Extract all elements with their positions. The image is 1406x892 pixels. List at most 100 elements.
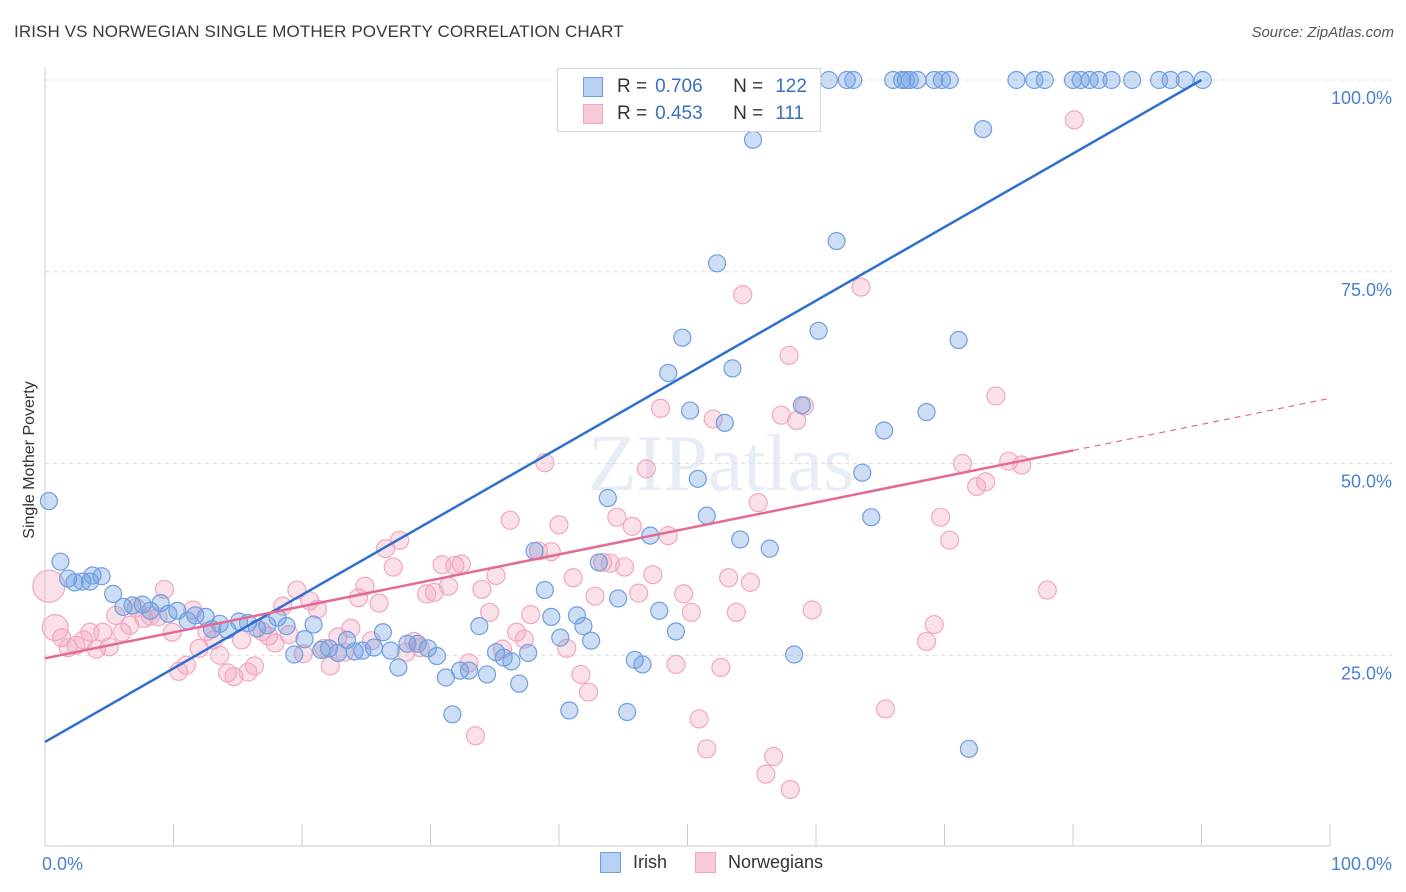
irish-swatch: [583, 77, 603, 97]
irish-point: [743, 130, 763, 149]
irish-point: [470, 617, 489, 636]
norwegians-point: [424, 582, 444, 602]
irish-point: [560, 701, 579, 720]
norwegians-point: [689, 709, 709, 729]
irish-point: [862, 508, 881, 527]
irish-point: [345, 642, 364, 661]
norwegians-point: [506, 622, 527, 642]
norwegians-point: [779, 345, 799, 365]
norwegians-point: [733, 285, 753, 305]
norwegians-point: [265, 633, 285, 653]
irish-point: [319, 639, 339, 658]
irish-point: [285, 645, 304, 664]
irish-point: [567, 606, 587, 625]
norwegians-point: [703, 409, 723, 429]
irish-point: [65, 573, 84, 592]
irish-point: [1035, 70, 1054, 90]
chart-title: IRISH VS NORWEGIAN SINGLE MOTHER POVERTY…: [14, 22, 624, 41]
n-label: N =: [733, 103, 764, 124]
norwegians-point: [232, 630, 252, 650]
irish-point: [1025, 70, 1044, 90]
irish-point: [1161, 70, 1180, 90]
irish-point: [1102, 70, 1121, 90]
norwegians-point: [472, 579, 492, 599]
irish-point: [381, 641, 400, 660]
norwegians-point: [763, 746, 784, 767]
irish-point: [731, 530, 750, 549]
norwegians-point: [924, 614, 944, 635]
irish-point: [837, 70, 856, 90]
irish-point: [650, 601, 669, 620]
norwegians-point: [585, 586, 605, 606]
norwegians-point: [643, 565, 663, 585]
irish-point: [715, 413, 734, 432]
x-tick-label: 100.0%: [1331, 854, 1392, 874]
norwegians-point: [514, 629, 534, 649]
irish-point: [589, 553, 608, 572]
norwegians-point: [521, 604, 541, 625]
irish-point: [666, 622, 686, 641]
irish-point: [1089, 70, 1108, 90]
irish-point: [1007, 70, 1026, 90]
irish-point: [892, 70, 912, 90]
norwegians-point: [636, 459, 656, 479]
irish-point: [258, 616, 277, 635]
irish-points: [39, 70, 1212, 758]
irish-point: [819, 70, 838, 90]
irish-point: [707, 254, 727, 273]
irish-point: [51, 552, 70, 571]
irish-point: [510, 674, 529, 693]
irish-point: [844, 70, 863, 90]
n-value-irish: 122: [775, 76, 807, 97]
irish-point: [104, 584, 123, 603]
norwegians-point: [986, 386, 1006, 406]
norwegians-point: [719, 568, 739, 588]
norwegians-point: [500, 510, 520, 530]
irish-point: [519, 643, 538, 663]
irish-point: [114, 597, 133, 617]
norwegians-point: [931, 507, 951, 527]
norwegians-point: [614, 557, 635, 577]
legend-item-irish[interactable]: Irish: [600, 852, 667, 873]
source-label: Source: ZipAtlas.com: [1251, 24, 1394, 41]
irish-point: [785, 645, 804, 664]
irish-point: [940, 70, 959, 90]
trend-lines: [44, 78, 1331, 744]
norwegians-trend-line: [44, 449, 1074, 660]
norwegians-point: [740, 572, 761, 592]
irish-point: [459, 661, 479, 680]
irish-point: [697, 506, 716, 525]
norwegians-point: [438, 576, 459, 596]
norwegians-point: [726, 602, 746, 622]
norwegians-point: [967, 476, 987, 497]
irish-point: [680, 401, 700, 420]
irish-point: [633, 655, 652, 674]
norwegians-point: [629, 583, 649, 603]
y-tick-label: 100.0%: [1331, 88, 1392, 108]
irish-point: [502, 652, 521, 671]
irish-point: [1123, 70, 1142, 90]
norwegians-point: [244, 656, 265, 676]
norwegians-point: [976, 472, 996, 492]
norwegians-point: [557, 638, 577, 658]
irish-point: [688, 469, 707, 488]
irish-point: [408, 634, 427, 653]
norwegians-swatch: [583, 104, 603, 124]
stats-box: R = 0.706 N = 122 R = 0.453 N = 111: [557, 68, 821, 132]
legend-item-norwegians[interactable]: Norwegians: [695, 852, 823, 873]
irish-point: [917, 403, 936, 422]
norwegians-point: [650, 398, 671, 418]
norwegians-trend-extension: [1072, 397, 1331, 452]
norwegians-point: [563, 568, 583, 588]
irish-point: [853, 463, 872, 482]
irish-point: [477, 665, 497, 684]
stats-row-irish: R = 0.706 N = 122: [558, 73, 807, 101]
norwegians-point: [666, 654, 686, 675]
norwegians-point: [711, 657, 731, 678]
norwegians-point: [952, 453, 973, 474]
norwegians-point: [674, 584, 694, 604]
norwegians-point: [1064, 110, 1084, 130]
irish-point: [959, 739, 979, 758]
irish-point: [973, 119, 993, 139]
